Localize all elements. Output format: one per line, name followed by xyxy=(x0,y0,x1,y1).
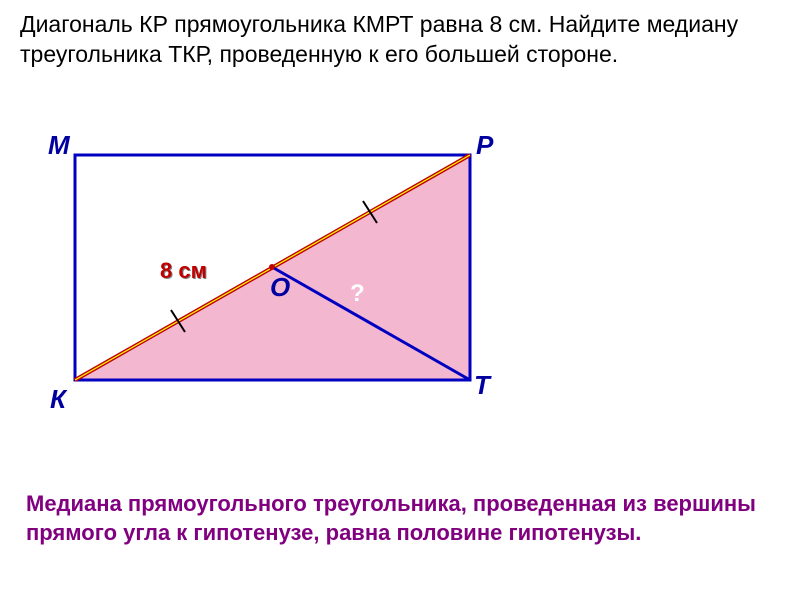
point-o-label: О xyxy=(270,272,290,303)
geometry-diagram: М Р К Т О 8 см ? xyxy=(50,150,490,400)
theorem-statement: Медиана прямоугольного треугольника, про… xyxy=(26,490,766,547)
problem-statement: Диагональ КР прямоугольника КМРТ равна 8… xyxy=(20,10,760,70)
median-question-label: ? xyxy=(350,280,365,308)
diagonal-length-label: 8 см xyxy=(160,258,207,284)
vertex-t-label: Т xyxy=(474,370,490,401)
vertex-p-label: Р xyxy=(476,130,493,161)
vertex-m-label: М xyxy=(48,130,70,161)
vertex-k-label: К xyxy=(50,384,66,415)
